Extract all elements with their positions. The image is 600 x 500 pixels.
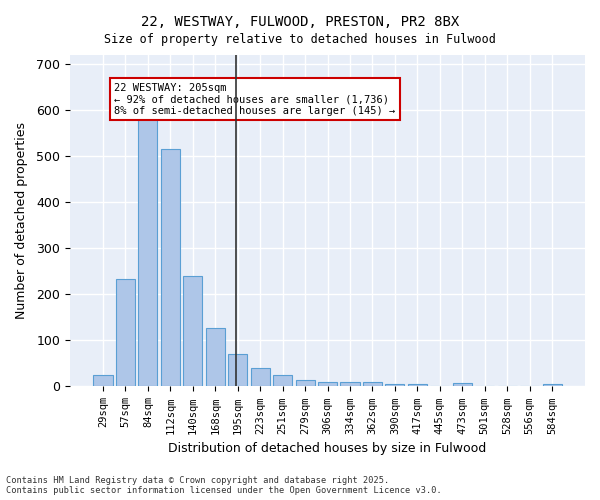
Bar bbox=[452, 383, 472, 386]
Y-axis label: Number of detached properties: Number of detached properties bbox=[15, 122, 28, 319]
Bar bbox=[161, 149, 180, 386]
Bar bbox=[340, 382, 359, 386]
Bar bbox=[251, 368, 270, 386]
Bar bbox=[139, 118, 157, 386]
Bar bbox=[408, 384, 427, 386]
Bar bbox=[116, 279, 135, 386]
Bar bbox=[385, 384, 404, 386]
Bar bbox=[273, 375, 292, 386]
Text: Contains HM Land Registry data © Crown copyright and database right 2025.
Contai: Contains HM Land Registry data © Crown c… bbox=[6, 476, 442, 495]
Bar bbox=[206, 328, 225, 386]
X-axis label: Distribution of detached houses by size in Fulwood: Distribution of detached houses by size … bbox=[169, 442, 487, 455]
Bar bbox=[183, 276, 202, 386]
Bar bbox=[296, 380, 314, 386]
Bar bbox=[542, 384, 562, 386]
Text: 22 WESTWAY: 205sqm
← 92% of detached houses are smaller (1,736)
8% of semi-detac: 22 WESTWAY: 205sqm ← 92% of detached hou… bbox=[114, 82, 395, 116]
Bar bbox=[318, 382, 337, 386]
Text: 22, WESTWAY, FULWOOD, PRESTON, PR2 8BX: 22, WESTWAY, FULWOOD, PRESTON, PR2 8BX bbox=[141, 15, 459, 29]
Bar bbox=[363, 382, 382, 386]
Bar bbox=[228, 354, 247, 386]
Bar bbox=[94, 375, 113, 386]
Text: Size of property relative to detached houses in Fulwood: Size of property relative to detached ho… bbox=[104, 32, 496, 46]
